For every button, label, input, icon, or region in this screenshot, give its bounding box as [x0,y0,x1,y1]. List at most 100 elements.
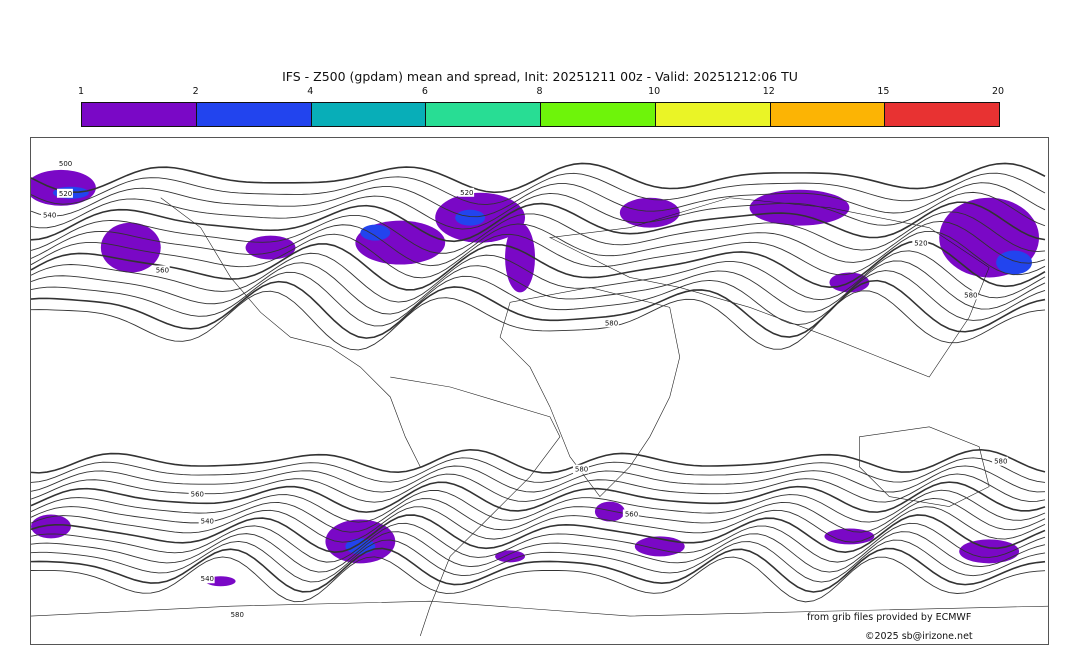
contour-line [31,498,1046,533]
contour-label-bg [912,238,929,248]
coast-eurasia [548,197,990,378]
contour-label: 560 [156,266,169,274]
spread-area [749,189,850,226]
chart-title: IFS - Z500 (gpdam) mean and spread, Init… [282,69,798,84]
contour-label-bg [198,574,215,584]
contour-label: 520 [59,190,72,198]
colorbar [81,102,1000,127]
spread-area [31,514,71,539]
spread-area [505,222,536,293]
coast-australia [859,426,990,507]
contour-label: 540 [43,212,56,220]
contour-label: 580 [964,291,977,299]
coast-antarctica [31,600,1048,617]
contour-label: 560 [191,491,204,499]
coast-africa [499,287,681,498]
contour-line [31,191,1046,230]
contour-label-bg [198,516,215,526]
colorbar-tick-label: 20 [991,86,1005,97]
colorbar-tick-label: 1 [77,86,85,97]
contour-label: 580 [575,466,588,474]
colorbar-tick-label: 4 [307,86,314,97]
contour-label-bg [40,210,57,220]
z500-contours [31,162,1046,603]
contour-line [31,522,1046,563]
spread-area [100,222,161,273]
contour-line [31,506,1046,543]
contour-label: 580 [231,611,244,619]
contour-line [31,230,1046,279]
contour-line [31,162,1046,194]
contour-label-bg [188,489,205,499]
contour-label-bg [572,464,589,474]
contour-label: 540 [201,575,214,583]
spread-area-high [360,224,391,241]
contour-line [31,481,1046,513]
spread-area-high [996,250,1033,275]
contour-label: 520 [914,240,927,248]
map-plot: 500 520 540 560 580 580 580 580 560 540 520 520 540 5… [30,137,1049,645]
contour-label-bg [228,610,245,620]
contour-labels: 500 520 540 560 580 580 580 580 560 540 520 520 540 5… [40,158,1009,620]
colorbar-segment [426,103,541,126]
contour-label-bg [992,456,1009,466]
contour-label: 500 [59,160,72,168]
colorbar-segment [885,103,999,126]
colorbar-segment [770,103,886,126]
contour-label-bg [622,509,639,519]
contour-label-bg [962,290,979,300]
colorbar-tick-label: 6 [421,86,428,97]
contour-line [31,201,1046,243]
colorbar-segment [541,103,656,126]
contour-line [31,221,1046,267]
contour-line [31,489,1046,523]
spread-area-high [455,209,486,226]
contour-line [31,465,1046,493]
contour-line [31,531,1046,573]
contour-label-bg [56,188,73,198]
colorbar-tick-label: 8 [536,86,543,97]
spread-area [959,539,1020,564]
contour-line [31,240,1046,291]
contour-line [31,547,1046,593]
spread-areas [31,169,1040,587]
contour-line [31,539,1046,583]
spread-area [495,550,526,563]
coastlines [31,197,1048,637]
contour-line [31,473,1046,503]
contour-label-bg [153,265,170,275]
contour-label-bg [602,318,619,328]
contour-label: 580 [994,458,1007,466]
contour-line [31,260,1046,315]
colorbar-tick-label: 15 [877,86,890,97]
contour-label: 520 [460,189,473,197]
contour-label-bg [458,187,475,197]
colorbar-segment [311,103,427,126]
contour-line [31,279,1046,339]
contour-line [31,514,1046,553]
colorbar-tick-label: 2 [192,86,199,97]
contour-label: 560 [625,511,638,519]
contour-line [31,250,1046,303]
copyright: ©2025 sb@irizone.net [865,631,973,642]
spread-area [619,197,680,228]
contour-label-bg [56,158,73,168]
contour-line [31,556,1046,603]
source-credit: from grib files provided by ECMWF [807,612,972,623]
contour-line [31,172,1046,205]
colorbar-segment [82,103,197,126]
colorbar-tick-label: 12 [762,86,775,97]
contour-line [31,448,1046,474]
spread-area [245,235,296,260]
contour-label: 580 [605,319,618,327]
contour-line [31,270,1046,327]
contour-line [31,182,1046,218]
contour-line [31,211,1046,254]
coast-north-america [160,197,421,467]
spread-area [594,501,625,522]
colorbar-segment [655,103,771,126]
contour-line [31,457,1046,483]
contour-label: 540 [201,517,214,525]
colorbar-tick-label: 10 [648,86,661,97]
colorbar-segment [196,103,312,126]
